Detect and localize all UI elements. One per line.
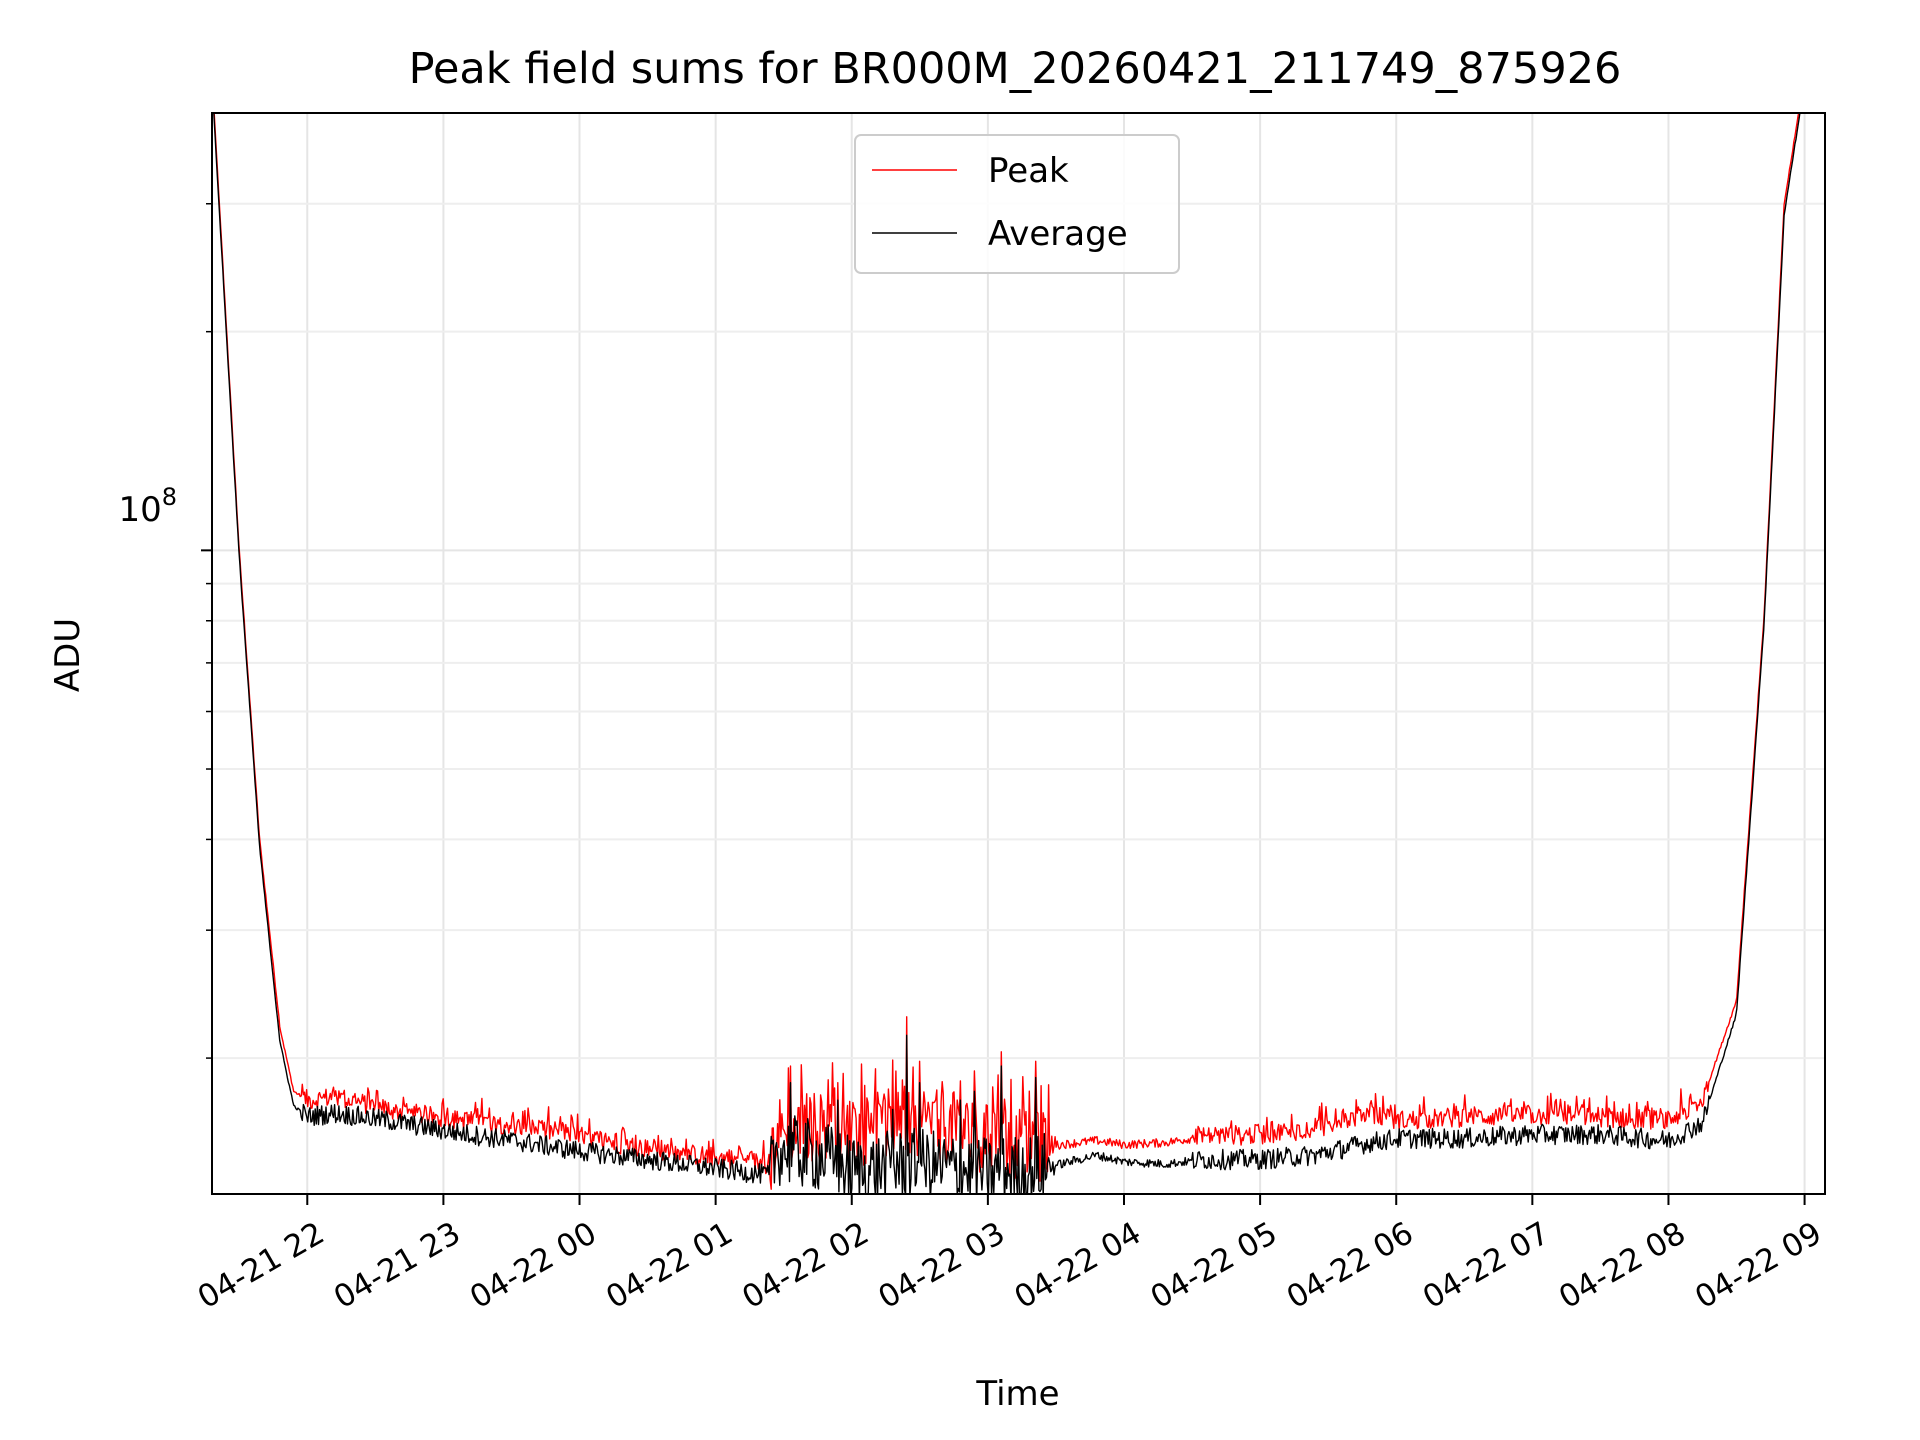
y-major-tick-label: 108 <box>118 483 177 530</box>
legend: Peak Average <box>854 134 1180 274</box>
y-axis-label: ADU <box>48 618 88 692</box>
plot-frame <box>211 112 1826 1195</box>
legend-peak-label: Peak <box>988 151 1069 191</box>
x-axis-label: Time <box>975 1374 1059 1414</box>
y-axis-ticks <box>201 203 212 1059</box>
legend-average-label: Average <box>988 214 1128 254</box>
y-major-tick-base: 10 <box>118 490 161 530</box>
series-line-average <box>213 113 1801 1194</box>
chart-title: Peak field sums for BR000M_20260421_2117… <box>409 44 1622 94</box>
series-layer <box>213 113 1801 1194</box>
grid <box>212 113 1825 1194</box>
y-major-tick-exponent: 8 <box>162 483 177 511</box>
